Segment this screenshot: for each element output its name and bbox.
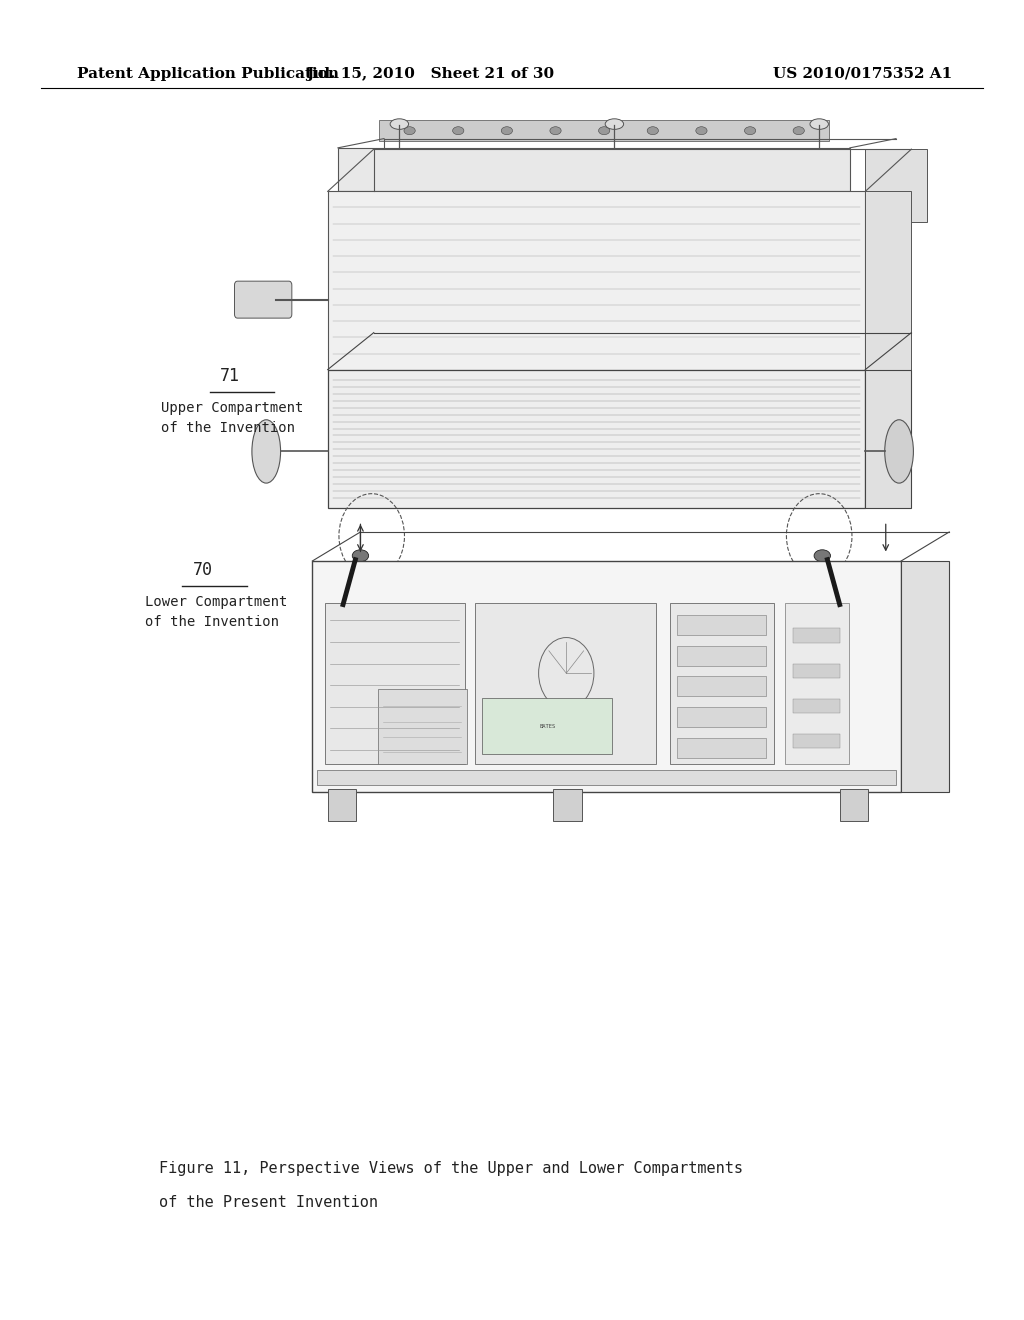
FancyBboxPatch shape — [677, 708, 766, 727]
Ellipse shape — [502, 127, 512, 135]
FancyBboxPatch shape — [378, 689, 467, 764]
Ellipse shape — [403, 127, 416, 135]
Text: Patent Application Publication: Patent Application Publication — [77, 67, 339, 81]
Text: US 2010/0175352 A1: US 2010/0175352 A1 — [773, 67, 952, 81]
Ellipse shape — [599, 127, 610, 135]
FancyBboxPatch shape — [338, 148, 850, 191]
Ellipse shape — [352, 549, 369, 562]
Text: of the Invention: of the Invention — [145, 615, 280, 628]
FancyBboxPatch shape — [793, 734, 840, 748]
FancyBboxPatch shape — [312, 561, 901, 792]
FancyBboxPatch shape — [328, 191, 865, 370]
FancyBboxPatch shape — [793, 628, 840, 643]
Text: 71: 71 — [220, 367, 241, 385]
FancyBboxPatch shape — [328, 370, 865, 508]
FancyBboxPatch shape — [785, 603, 849, 764]
FancyBboxPatch shape — [677, 615, 766, 635]
FancyBboxPatch shape — [901, 561, 949, 792]
Ellipse shape — [885, 420, 913, 483]
FancyBboxPatch shape — [482, 698, 612, 754]
FancyBboxPatch shape — [325, 603, 465, 764]
FancyBboxPatch shape — [865, 370, 911, 508]
Ellipse shape — [794, 127, 805, 135]
Ellipse shape — [605, 119, 624, 129]
FancyBboxPatch shape — [328, 789, 356, 821]
Text: Upper Compartment: Upper Compartment — [161, 401, 303, 414]
Ellipse shape — [550, 127, 561, 135]
Text: Lower Compartment: Lower Compartment — [145, 595, 288, 609]
Ellipse shape — [744, 127, 756, 135]
FancyBboxPatch shape — [475, 603, 656, 764]
Text: 70: 70 — [193, 561, 213, 579]
FancyBboxPatch shape — [553, 789, 582, 821]
Text: of the Present Invention: of the Present Invention — [159, 1195, 378, 1210]
Text: Jul. 15, 2010   Sheet 21 of 30: Jul. 15, 2010 Sheet 21 of 30 — [306, 67, 554, 81]
FancyBboxPatch shape — [793, 664, 840, 678]
Text: of the Invention: of the Invention — [161, 421, 295, 434]
Ellipse shape — [252, 420, 281, 483]
FancyBboxPatch shape — [793, 698, 840, 713]
FancyBboxPatch shape — [670, 603, 774, 764]
Ellipse shape — [696, 127, 707, 135]
FancyBboxPatch shape — [840, 789, 868, 821]
FancyBboxPatch shape — [865, 191, 911, 370]
FancyBboxPatch shape — [677, 676, 766, 697]
Ellipse shape — [390, 119, 409, 129]
FancyBboxPatch shape — [317, 770, 896, 785]
FancyBboxPatch shape — [677, 738, 766, 758]
Ellipse shape — [810, 119, 828, 129]
FancyBboxPatch shape — [677, 645, 766, 665]
Text: BATES: BATES — [540, 723, 556, 729]
Ellipse shape — [647, 127, 658, 135]
Ellipse shape — [814, 549, 830, 562]
FancyBboxPatch shape — [234, 281, 292, 318]
FancyBboxPatch shape — [379, 120, 829, 141]
Ellipse shape — [453, 127, 464, 135]
Text: Figure 11, Perspective Views of the Upper and Lower Compartments: Figure 11, Perspective Views of the Uppe… — [159, 1160, 742, 1176]
FancyBboxPatch shape — [865, 149, 927, 222]
